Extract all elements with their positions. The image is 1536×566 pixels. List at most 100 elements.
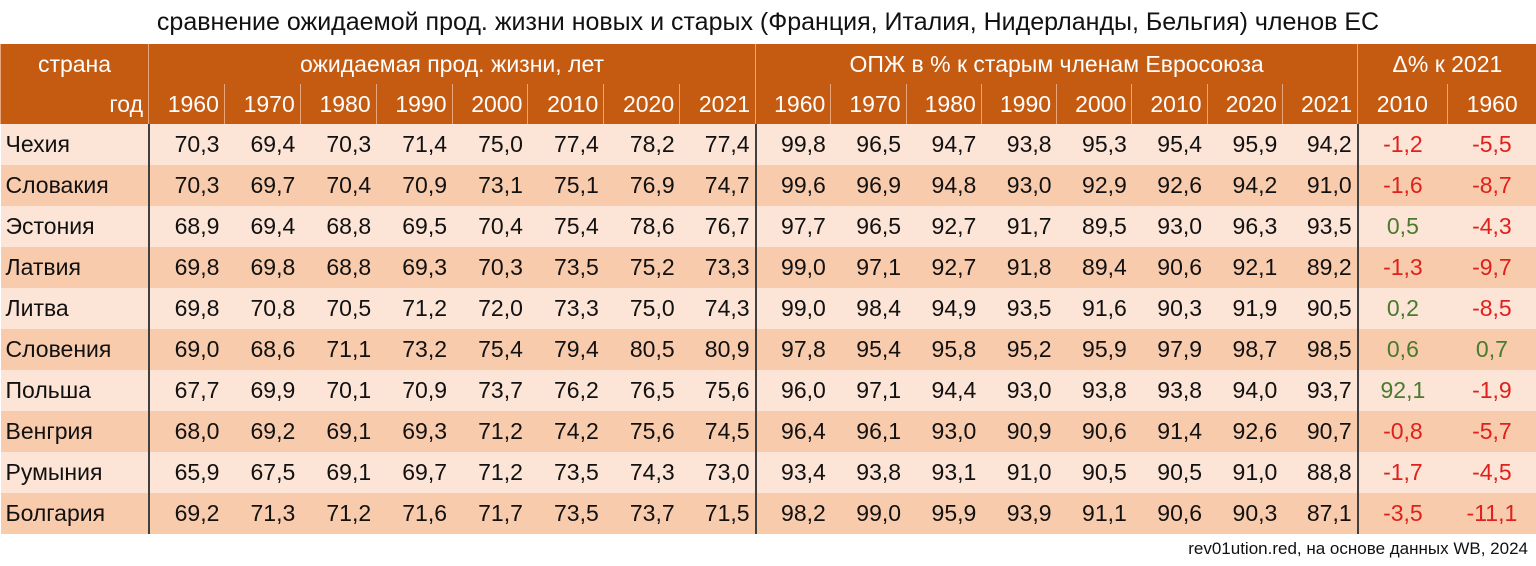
value-cell: 90,5 [1282,288,1358,329]
table-row: Румыния 65,9 67,5 69,1 69,7 71,2 73,5 74,3 73,0 9… [0,452,1536,493]
value-cell: 93,0 [1131,206,1208,247]
value-cell: 94,7 [906,124,982,165]
value-cell: 68,8 [300,247,377,288]
header-cell: 1970 [223,84,301,124]
country-cell: Венгрия [0,411,149,452]
value-cell: 70,3 [147,124,225,165]
value-cell: 92,1 [1356,370,1448,411]
value-cell: 69,2 [224,411,301,452]
value-cell: -1,2 [1356,124,1448,165]
value-cell: 93,9 [981,493,1057,534]
value-cell: 77,4 [527,124,604,165]
value-cell: 90,3 [1131,288,1208,329]
value-cell: 68,6 [224,329,301,370]
country-cell: Латвия [0,247,149,288]
table-row: Венгрия 68,0 69,2 69,1 69,3 71,2 74,2 75,6 74,5 9… [0,411,1536,452]
value-cell: 69,9 [224,370,301,411]
value-cell: 93,8 [1056,370,1132,411]
value-cell: -1,3 [1356,247,1448,288]
value-cell: 76,9 [603,165,680,206]
header-cell: 2010 [1357,84,1448,124]
value-cell: 92,6 [1207,411,1283,452]
value-cell: 80,5 [603,329,680,370]
country-cell: Чехия [0,124,149,165]
value-cell: 73,5 [527,493,604,534]
value-cell: 94,8 [906,165,982,206]
header-cell: 1960 [1446,84,1536,124]
value-cell: 72,0 [452,288,528,329]
value-cell: 91,4 [1131,411,1208,452]
value-cell: 75,4 [452,329,528,370]
value-cell: 99,0 [830,493,907,534]
value-cell: 71,2 [452,452,528,493]
value-cell: 73,2 [376,329,452,370]
value-cell: 93,0 [906,411,982,452]
value-cell: 65,9 [147,452,225,493]
value-cell: 75,0 [452,124,528,165]
value-cell: 93,0 [981,165,1057,206]
value-cell: 75,1 [527,165,604,206]
header-cell: 1970 [830,84,907,124]
value-cell: 92,7 [906,247,982,288]
value-cell: 94,9 [906,288,982,329]
value-cell: 0,5 [1356,206,1448,247]
value-cell: 71,6 [376,493,452,534]
value-cell: 93,7 [1282,370,1358,411]
value-cell: 98,7 [1207,329,1283,370]
value-cell: 70,4 [452,206,528,247]
value-cell: 90,9 [981,411,1057,452]
value-cell: 96,9 [830,165,907,206]
value-cell: 75,0 [603,288,680,329]
value-cell: 88,8 [1282,452,1358,493]
header-cell: страна [0,44,149,84]
value-cell: 69,1 [300,452,377,493]
value-cell: 70,5 [300,288,377,329]
value-cell: 89,4 [1056,247,1132,288]
header-cell: ОПЖ в % к старым членам Евросоюза [755,44,1358,84]
value-cell: 95,8 [906,329,982,370]
value-cell: -4,5 [1447,452,1536,493]
data-table: страна ожидаемая прод. жизни, лет ОПЖ в % … [0,44,1536,534]
value-cell: 96,3 [1207,206,1283,247]
value-cell: 93,0 [981,370,1057,411]
value-cell: 89,2 [1282,247,1358,288]
value-cell: 70,9 [376,165,452,206]
value-cell: 67,5 [224,452,301,493]
value-cell: 73,0 [679,452,756,493]
value-cell: 99,6 [754,165,831,206]
value-cell: -8,5 [1447,288,1536,329]
value-cell: 99,0 [754,247,831,288]
value-cell: -1,9 [1447,370,1536,411]
value-cell: 0,6 [1356,329,1448,370]
value-cell: 70,3 [147,165,225,206]
value-cell: 69,4 [224,124,301,165]
header-cell: 1990 [375,84,452,124]
value-cell: -3,5 [1356,493,1448,534]
value-cell: 94,2 [1282,124,1358,165]
value-cell: 0,2 [1356,288,1448,329]
value-cell: 0,7 [1447,329,1536,370]
table-row: Словакия 70,3 69,7 70,4 70,9 73,1 75,1 76,9 74,7… [0,165,1536,206]
value-cell: 78,6 [603,206,680,247]
value-cell: 94,4 [906,370,982,411]
value-cell: 95,2 [981,329,1057,370]
value-cell: 73,3 [679,247,756,288]
value-cell: 69,1 [300,411,377,452]
value-cell: -5,7 [1447,411,1536,452]
value-cell: 71,2 [452,411,528,452]
value-cell: 92,9 [1056,165,1132,206]
value-cell: 93,8 [981,124,1057,165]
value-cell: 95,3 [1056,124,1132,165]
value-cell: 71,7 [452,493,528,534]
header-cell: 2010 [1131,84,1208,124]
value-cell: 90,6 [1131,247,1208,288]
country-cell: Эстония [0,206,149,247]
value-cell: 92,7 [906,206,982,247]
value-cell: 92,1 [1207,247,1283,288]
value-cell: 91,9 [1207,288,1283,329]
value-cell: 69,4 [224,206,301,247]
value-cell: 91,6 [1056,288,1132,329]
value-cell: 75,6 [679,370,756,411]
value-cell: 77,4 [679,124,756,165]
value-cell: 73,7 [452,370,528,411]
